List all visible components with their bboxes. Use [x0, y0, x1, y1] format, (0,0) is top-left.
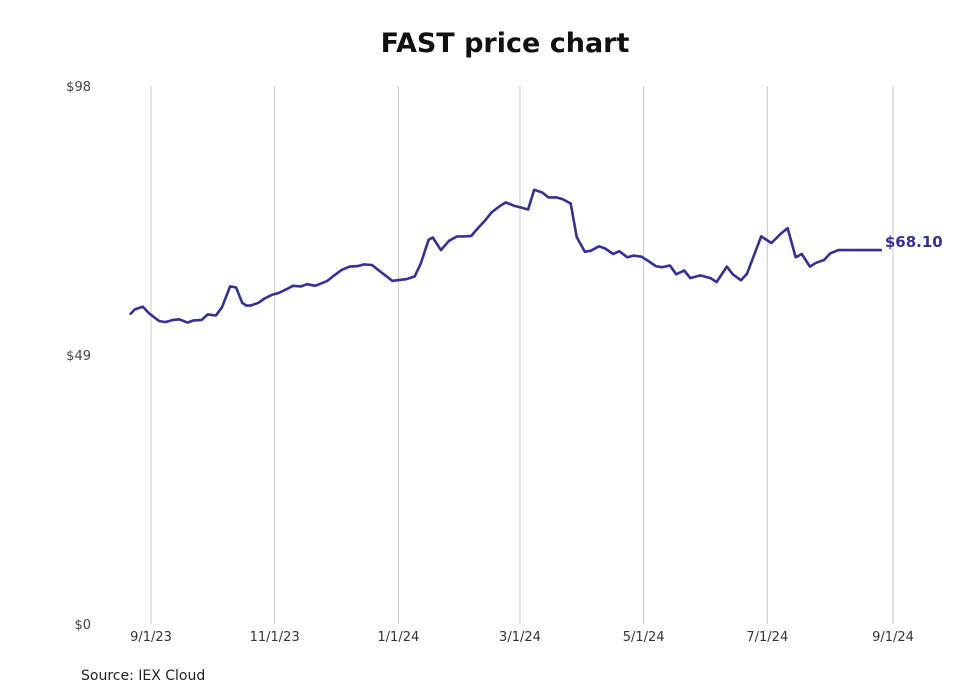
- x-tick-label: 9/1/24: [872, 630, 914, 645]
- price-line: [129, 188, 883, 324]
- x-tick-label: 9/1/23: [130, 630, 172, 645]
- x-tick-label: 3/1/24: [499, 630, 541, 645]
- grid-lines: [150, 86, 894, 624]
- chart-title: FAST price chart: [380, 28, 630, 59]
- y-axis-ticks: $0 $49 $98: [66, 80, 91, 633]
- source-note: Source: IEX Cloud: [81, 668, 206, 684]
- price-chart: $0 $49 $98 9/1/23 11/1/23 1/1/24 3/1/24 5/1/24…: [66, 80, 943, 645]
- y-tick-label: $0: [74, 618, 91, 633]
- y-tick-label: $49: [66, 349, 91, 364]
- last-value-label: $68.10: [885, 233, 943, 251]
- end-label-layer: $68.10: [885, 233, 943, 251]
- x-tick-label: 1/1/24: [377, 630, 419, 645]
- x-tick-label: 11/1/23: [250, 630, 300, 645]
- y-tick-label: $98: [66, 80, 91, 95]
- x-tick-label: 7/1/24: [746, 630, 788, 645]
- x-tick-label: 5/1/24: [623, 630, 665, 645]
- x-axis-ticks: 9/1/23 11/1/23 1/1/24 3/1/24 5/1/24 7/1/24 9/1…: [130, 630, 914, 645]
- series-layer: [129, 188, 883, 324]
